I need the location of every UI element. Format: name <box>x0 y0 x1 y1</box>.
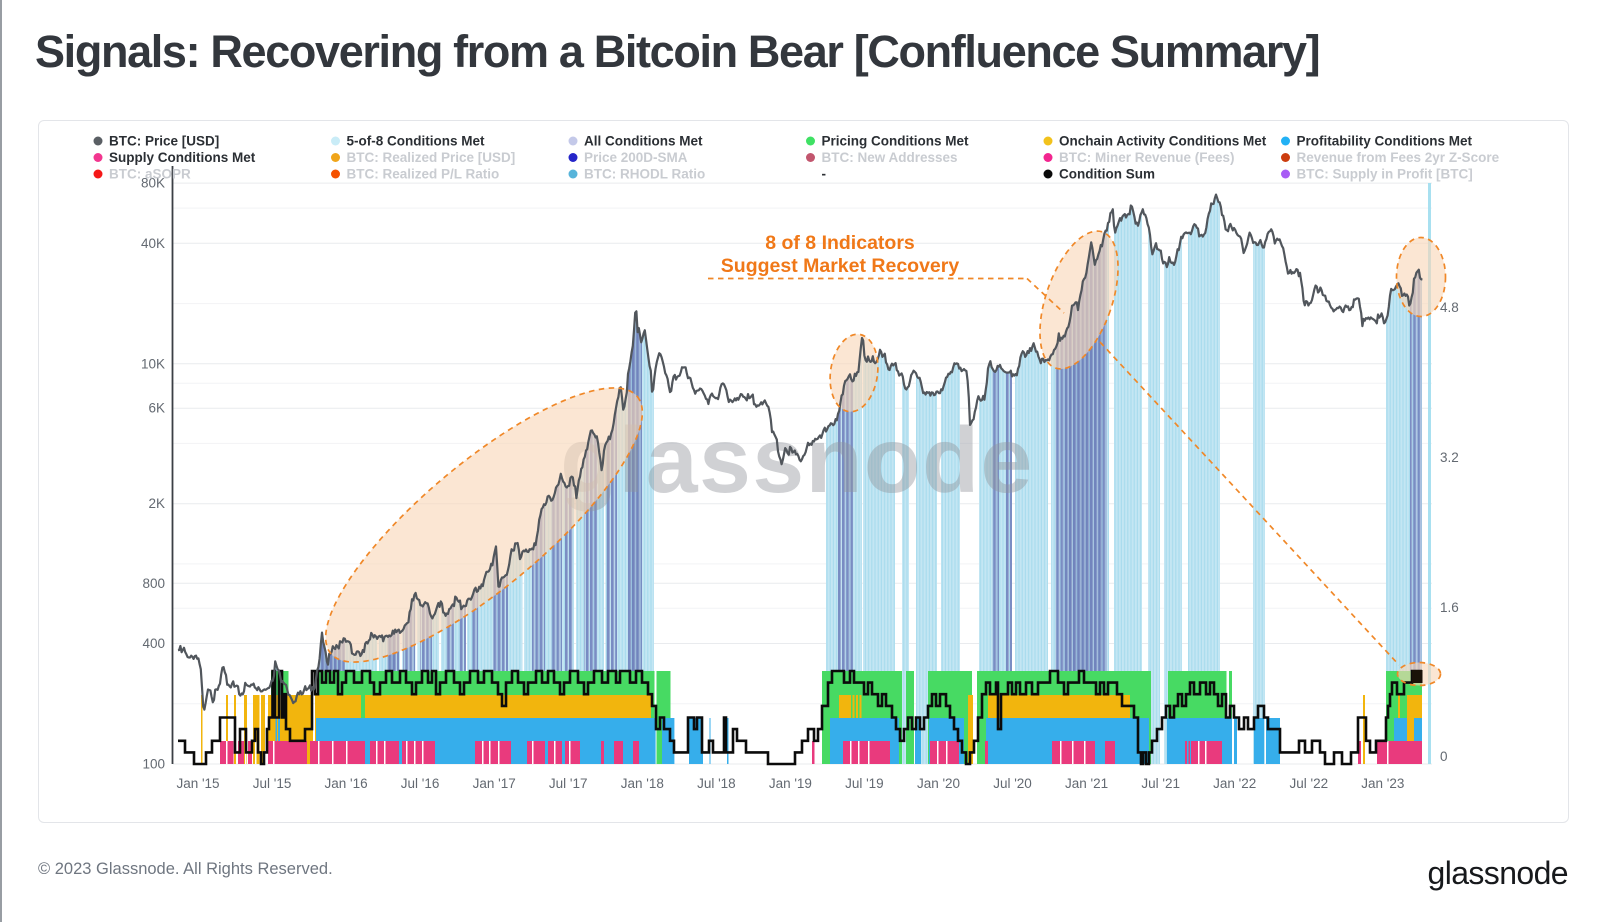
svg-text:Jan '18: Jan '18 <box>621 776 664 791</box>
svg-text:Suggest Market Recovery: Suggest Market Recovery <box>721 255 960 277</box>
svg-text:Jan '15: Jan '15 <box>176 776 219 791</box>
svg-text:Jan '23: Jan '23 <box>1361 776 1404 791</box>
svg-text:Jul '22: Jul '22 <box>1289 776 1328 791</box>
svg-text:Jan '16: Jan '16 <box>325 776 368 791</box>
svg-text:Jan '22: Jan '22 <box>1213 776 1256 791</box>
svg-text:Revenue from Fees 2yr Z-Score: Revenue from Fees 2yr Z-Score <box>1297 150 1500 165</box>
svg-text:Jul '20: Jul '20 <box>993 776 1032 791</box>
svg-text:Jan '21: Jan '21 <box>1065 776 1108 791</box>
svg-text:Onchain Activity Conditions Me: Onchain Activity Conditions Met <box>1059 134 1267 149</box>
svg-text:80K: 80K <box>141 176 165 191</box>
svg-text:Jan '19: Jan '19 <box>769 776 812 791</box>
svg-text:0: 0 <box>1440 749 1448 764</box>
svg-text:800: 800 <box>142 576 165 591</box>
svg-text:BTC: Miner Revenue (Fees): BTC: Miner Revenue (Fees) <box>1059 150 1235 165</box>
svg-text:Jul '15: Jul '15 <box>253 776 292 791</box>
svg-text:BTC: New Addresses: BTC: New Addresses <box>822 150 958 165</box>
svg-text:Jan '17: Jan '17 <box>473 776 516 791</box>
svg-text:Jul '21: Jul '21 <box>1141 776 1180 791</box>
svg-text:6K: 6K <box>148 401 165 416</box>
svg-text:Jul '18: Jul '18 <box>697 776 736 791</box>
svg-text:BTC: Realized Price [USD]: BTC: Realized Price [USD] <box>347 150 516 165</box>
svg-text:Supply Conditions Met: Supply Conditions Met <box>109 150 256 165</box>
svg-text:40K: 40K <box>141 236 165 251</box>
svg-text:Jan '20: Jan '20 <box>917 776 960 791</box>
svg-text:BTC: aSOPR: BTC: aSOPR <box>109 167 191 182</box>
svg-text:Condition Sum: Condition Sum <box>1059 167 1155 182</box>
svg-text:3.2: 3.2 <box>1440 450 1459 465</box>
svg-text:BTC: RHODL Ratio: BTC: RHODL Ratio <box>584 167 705 182</box>
svg-text:Pricing Conditions Met: Pricing Conditions Met <box>822 134 970 149</box>
svg-text:-: - <box>822 167 827 182</box>
svg-text:Jul '17: Jul '17 <box>549 776 588 791</box>
svg-text:2K: 2K <box>148 496 165 511</box>
svg-text:BTC: Price [USD]: BTC: Price [USD] <box>109 134 219 149</box>
svg-text:BTC: Supply in Profit [BTC]: BTC: Supply in Profit [BTC] <box>1297 167 1473 182</box>
svg-text:8 of 8 Indicators: 8 of 8 Indicators <box>765 232 915 254</box>
svg-text:1.6: 1.6 <box>1440 600 1459 615</box>
svg-text:Jul '19: Jul '19 <box>845 776 884 791</box>
svg-text:10K: 10K <box>141 356 165 371</box>
svg-text:BTC: Realized P/L Ratio: BTC: Realized P/L Ratio <box>347 167 500 182</box>
svg-text:100: 100 <box>142 757 165 772</box>
svg-text:4.8: 4.8 <box>1440 300 1459 315</box>
svg-text:All Conditions Met: All Conditions Met <box>584 134 703 149</box>
svg-text:Jul '16: Jul '16 <box>401 776 440 791</box>
svg-text:5-of-8 Conditions Met: 5-of-8 Conditions Met <box>347 134 485 149</box>
svg-text:Price 200D-SMA: Price 200D-SMA <box>584 150 688 165</box>
svg-text:Profitability Conditions Met: Profitability Conditions Met <box>1297 134 1473 149</box>
svg-text:400: 400 <box>142 636 165 651</box>
